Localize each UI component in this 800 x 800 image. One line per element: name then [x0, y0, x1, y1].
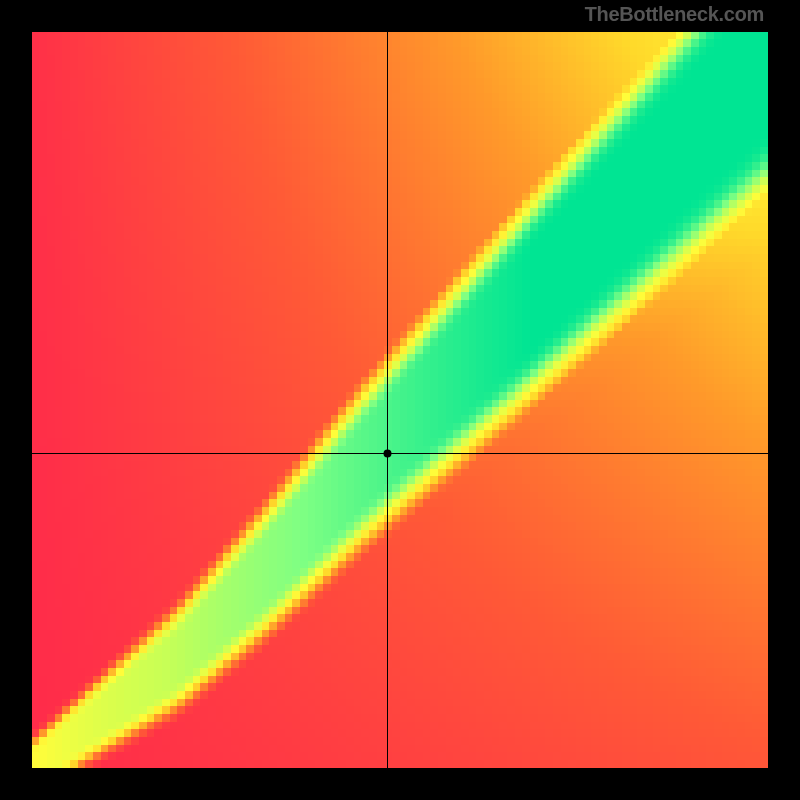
chart-container: TheBottleneck.com — [0, 0, 800, 800]
plot-frame — [32, 32, 768, 768]
heatmap-canvas — [32, 32, 768, 768]
watermark-text: TheBottleneck.com — [585, 4, 764, 27]
